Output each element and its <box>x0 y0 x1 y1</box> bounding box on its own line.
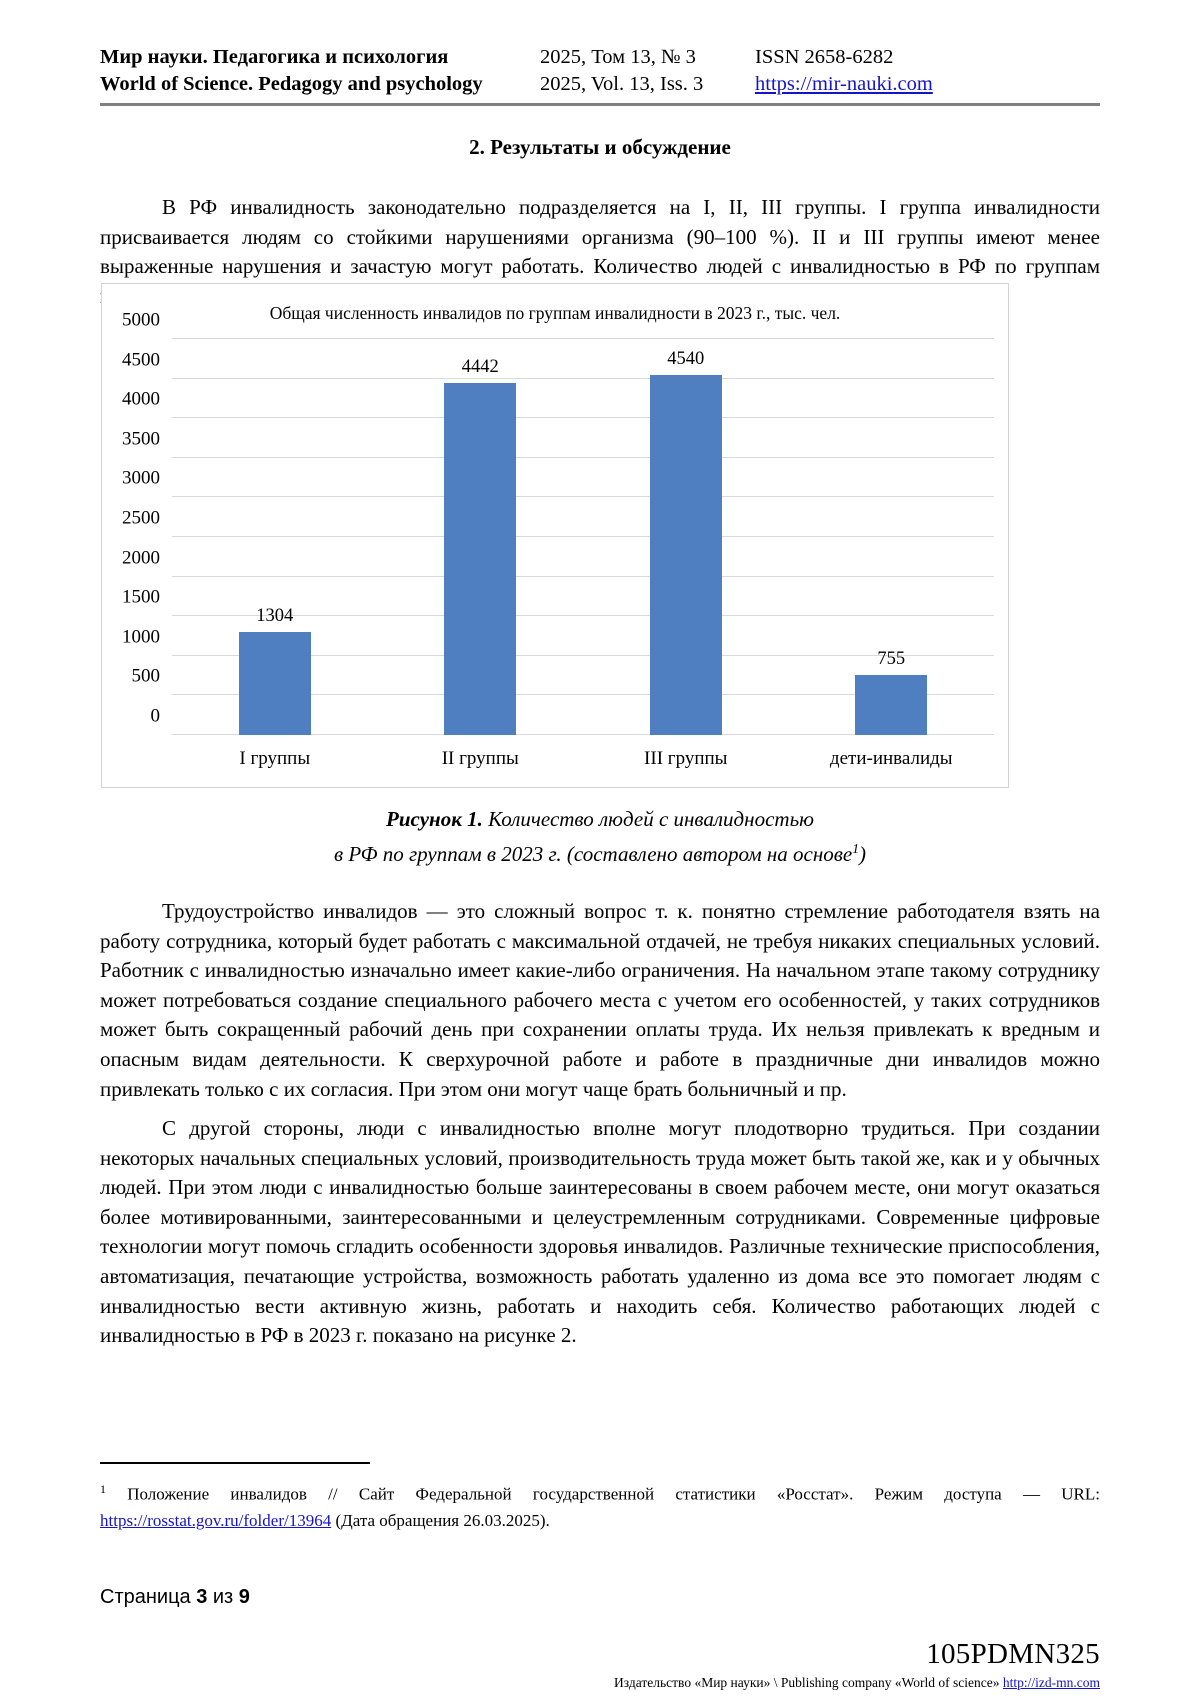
footnote-1: 1 Положение инвалидов // Сайт Федерально… <box>100 1476 1100 1534</box>
body-paragraph-3: С другой стороны, люди с инвалидностью в… <box>100 1116 1100 1348</box>
body-paragraph-2: Трудоустройство инвалидов — это сложный … <box>100 899 1100 1101</box>
publisher-line: Издательство «Мир науки» \ Publishing co… <box>614 1674 1100 1691</box>
chart-bar-slot: 4540 <box>583 339 789 735</box>
figure-1-chart: Общая численность инвалидов по группам и… <box>101 283 1009 788</box>
chart-x-axis-labels: I группы II группы III группы дети-инвалиды <box>172 747 994 771</box>
running-head: Мир науки. Педагогика и психология 2025,… <box>100 44 1100 98</box>
chart-gridline <box>172 694 994 696</box>
chart-y-tick-label: 2500 <box>122 507 160 529</box>
page-number-middle: из <box>207 1586 239 1608</box>
chart-plot-area: 5000 4500 4000 3500 3000 2500 2000 1500 1000 500 0… <box>122 311 994 735</box>
chart-gridline <box>172 734 994 735</box>
chart-y-tick-label: 3500 <box>122 428 160 450</box>
issn-label: ISSN 2658-6282 <box>755 46 894 68</box>
chart-gridline <box>172 377 994 379</box>
chart-title: Общая численность инвалидов по группам и… <box>269 303 841 323</box>
running-head-row-en: World of Science. Pedagogy and psycholog… <box>100 71 1100 98</box>
footnote-source-link[interactable]: https://rosstat.gov.ru/folder/13964 <box>100 1510 332 1530</box>
publisher-name: Издательство «Мир науки» \ Publishing co… <box>614 1675 1003 1690</box>
chart-gridline <box>172 456 994 458</box>
chart-x-category-label: I группы <box>239 748 311 769</box>
page-number-prefix: Страница <box>100 1586 197 1608</box>
chart-gridline <box>172 654 994 656</box>
chart-x-category-label: II группы <box>441 748 519 769</box>
chart-bar-value-label: 755 <box>877 649 906 670</box>
issue-info-en: 2025, Vol. 13, Iss. 3 <box>540 73 704 95</box>
chart-gridline <box>172 536 994 537</box>
chart-x-category-label: III группы <box>644 748 728 769</box>
section-heading: 2. Результаты и обсуждение <box>469 135 731 159</box>
article-code: 105PDMN325 <box>926 1638 1100 1670</box>
figure-caption-footnote-marker: 1 <box>852 841 860 856</box>
chart-bars: 1304 4442 4540 755 <box>172 339 994 735</box>
chart-bar[interactable] <box>444 383 517 735</box>
chart-gridline <box>172 417 994 419</box>
page-number: Страница 3 из 9 <box>100 1584 250 1610</box>
chart-bar-slot: 4442 <box>378 339 584 735</box>
chart-gridline <box>172 338 994 339</box>
figure-caption-line2-close: ) <box>859 842 867 866</box>
chart-y-tick-label: 5000 <box>122 309 160 331</box>
page-number-current: 3 <box>196 1586 208 1608</box>
footnote-divider <box>100 1462 370 1464</box>
chart-gridline <box>172 575 994 577</box>
footnote-text-after: (Дата обращения 26.03.2025). <box>331 1510 550 1530</box>
chart-x-category-label: дети-инвалиды <box>829 748 953 769</box>
chart-y-tick-label: 500 <box>131 665 161 687</box>
figure-caption-line1: Количество людей с инвалидностью <box>482 807 814 831</box>
chart-bar-value-label: 1304 <box>256 605 294 626</box>
chart-gridline <box>172 496 994 498</box>
chart-y-tick-label: 2000 <box>122 547 160 569</box>
publisher-link[interactable]: http://izd-mn.com <box>1002 1675 1100 1690</box>
journal-site-link[interactable]: https://mir-nauki.com <box>755 73 933 95</box>
header-divider <box>100 103 1100 106</box>
footnote-text-before: Положение инвалидов // Сайт Федеральной … <box>105 1484 1100 1504</box>
chart-y-tick-label: 4000 <box>122 388 160 410</box>
figure-1-caption: Рисунок 1. Количество людей с инвалиднос… <box>100 805 1100 869</box>
chart-bar[interactable] <box>649 375 722 735</box>
journal-title-en: World of Science. Pedagogy and psycholog… <box>100 73 483 95</box>
chart-y-tick-label: 1500 <box>122 586 160 608</box>
figure-caption-line2: в РФ по группам в 2023 г. (составлено ав… <box>333 842 853 866</box>
figure-caption-label: Рисунок 1. <box>386 807 483 831</box>
chart-bar-value-label: 4540 <box>667 349 705 370</box>
chart-y-tick-label: 4500 <box>122 349 160 371</box>
page-number-total: 9 <box>238 1586 250 1608</box>
chart-bar-slot: 1304 <box>172 339 378 735</box>
footnote-marker: 1 <box>100 1482 106 1496</box>
chart-y-tick-label: 3000 <box>122 467 160 489</box>
journal-title-ru: Мир науки. Педагогика и психология <box>100 46 449 68</box>
running-head-row-ru: Мир науки. Педагогика и психология 2025,… <box>100 44 1100 71</box>
chart-bar[interactable] <box>238 631 311 735</box>
chart-bar-slot: 755 <box>789 339 995 735</box>
chart-gridline <box>172 615 994 617</box>
chart-y-tick-label: 1000 <box>122 626 160 648</box>
chart-bar-value-label: 4442 <box>461 357 499 378</box>
issue-info-ru: 2025, Том 13, № 3 <box>540 46 696 68</box>
chart-y-tick-label: 0 <box>150 705 161 727</box>
chart-bar[interactable] <box>855 675 928 735</box>
